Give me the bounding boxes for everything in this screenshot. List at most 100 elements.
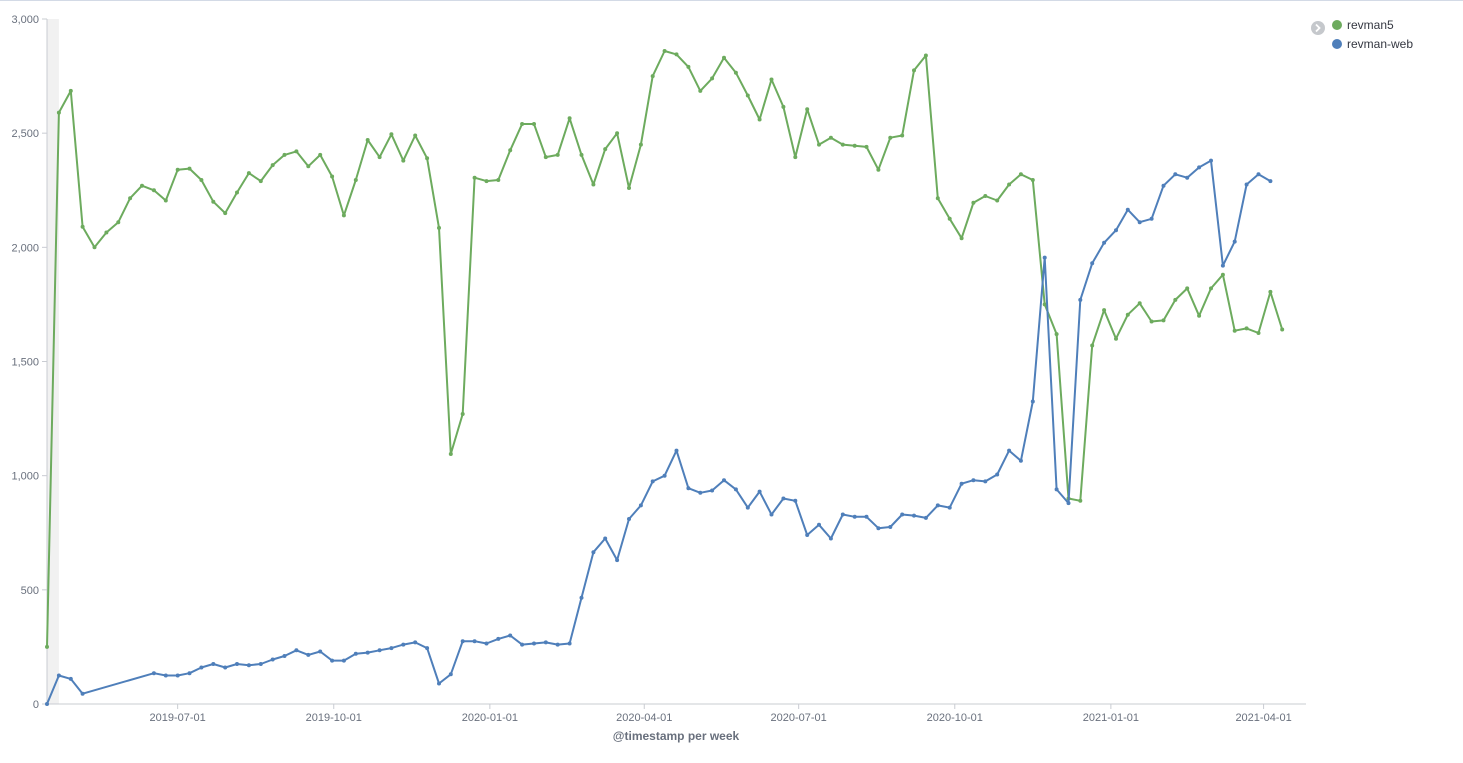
data-point[interactable] — [56, 673, 61, 678]
data-point[interactable] — [1125, 312, 1130, 317]
legend-item-revman5[interactable]: revman5 — [1332, 18, 1394, 32]
data-point[interactable] — [1090, 261, 1095, 266]
data-point[interactable] — [579, 595, 584, 600]
data-point[interactable] — [543, 155, 548, 160]
data-point[interactable] — [1280, 327, 1285, 332]
data-point[interactable] — [757, 117, 762, 122]
data-point[interactable] — [638, 142, 643, 147]
data-point[interactable] — [1244, 326, 1249, 331]
data-point[interactable] — [104, 230, 109, 235]
data-point[interactable] — [1173, 297, 1178, 302]
data-point[interactable] — [437, 681, 441, 686]
data-point[interactable] — [959, 481, 964, 486]
data-point[interactable] — [912, 513, 916, 518]
data-point[interactable] — [401, 642, 406, 647]
legend-toggle-button[interactable] — [1311, 21, 1325, 35]
data-point[interactable] — [294, 648, 299, 653]
data-point[interactable] — [199, 178, 204, 182]
data-point[interactable] — [80, 224, 85, 229]
data-point[interactable] — [389, 646, 394, 651]
data-point[interactable] — [567, 116, 572, 121]
data-point[interactable] — [377, 648, 382, 653]
data-point[interactable] — [698, 88, 703, 93]
data-point[interactable] — [1256, 331, 1261, 335]
data-point[interactable] — [294, 149, 299, 154]
data-point[interactable] — [472, 639, 477, 644]
data-point[interactable] — [615, 558, 620, 563]
data-point[interactable] — [900, 512, 905, 517]
data-point[interactable] — [448, 672, 453, 677]
data-point[interactable] — [353, 178, 358, 182]
data-point[interactable] — [852, 514, 857, 519]
data-point[interactable] — [258, 179, 263, 184]
data-point[interactable] — [876, 167, 881, 172]
data-point[interactable] — [888, 135, 893, 140]
data-point[interactable] — [1078, 498, 1083, 503]
data-point[interactable] — [1042, 302, 1047, 307]
data-point[interactable] — [1232, 328, 1237, 333]
data-point[interactable] — [282, 654, 287, 658]
data-point[interactable] — [460, 639, 465, 644]
data-point[interactable] — [1114, 228, 1118, 233]
data-point[interactable] — [365, 650, 370, 655]
data-point[interactable] — [365, 138, 370, 142]
data-point[interactable] — [662, 473, 667, 478]
data-point[interactable] — [733, 487, 738, 492]
data-point[interactable] — [460, 412, 465, 416]
data-point[interactable] — [270, 657, 275, 662]
data-point[interactable] — [1030, 399, 1035, 404]
data-point[interactable] — [627, 517, 631, 521]
data-point[interactable] — [555, 152, 560, 157]
data-point[interactable] — [793, 155, 798, 160]
data-point[interactable] — [45, 702, 49, 706]
data-point[interactable] — [1268, 179, 1273, 184]
data-point[interactable] — [686, 64, 691, 69]
data-point[interactable] — [508, 633, 513, 638]
data-point[interactable] — [318, 152, 323, 157]
data-point[interactable] — [1161, 183, 1166, 188]
data-point[interactable] — [211, 199, 216, 204]
data-point[interactable] — [828, 135, 833, 140]
data-point[interactable] — [686, 486, 691, 491]
data-point[interactable] — [472, 175, 477, 180]
data-point[interactable] — [496, 178, 501, 182]
data-point[interactable] — [401, 158, 406, 163]
data-point[interactable] — [353, 651, 358, 656]
data-point[interactable] — [175, 673, 180, 678]
data-point[interactable] — [840, 512, 845, 517]
data-point[interactable] — [983, 194, 988, 198]
data-point[interactable] — [828, 536, 833, 541]
data-point[interactable] — [817, 142, 821, 147]
data-point[interactable] — [1114, 336, 1118, 341]
data-point[interactable] — [68, 88, 73, 93]
data-point[interactable] — [389, 132, 394, 137]
data-point[interactable] — [971, 478, 976, 483]
data-point[interactable] — [1244, 182, 1249, 187]
data-point[interactable] — [983, 479, 988, 484]
data-point[interactable] — [757, 489, 762, 494]
data-point[interactable] — [235, 662, 239, 666]
data-point[interactable] — [1220, 263, 1225, 268]
data-point[interactable] — [306, 164, 311, 169]
data-point[interactable] — [1232, 239, 1237, 244]
data-point[interactable] — [1125, 207, 1130, 212]
data-point[interactable] — [1137, 220, 1142, 225]
data-point[interactable] — [959, 236, 964, 241]
data-point[interactable] — [1066, 501, 1071, 506]
data-point[interactable] — [840, 142, 845, 147]
data-point[interactable] — [864, 514, 869, 519]
data-point[interactable] — [733, 70, 738, 75]
data-point[interactable] — [235, 190, 239, 195]
data-point[interactable] — [876, 526, 881, 531]
data-point[interactable] — [1197, 313, 1202, 318]
data-point[interactable] — [437, 225, 441, 230]
data-point[interactable] — [1102, 240, 1107, 245]
data-point[interactable] — [246, 663, 251, 668]
legend-item-revman-web[interactable]: revman-web — [1332, 37, 1413, 51]
data-point[interactable] — [163, 198, 168, 203]
data-point[interactable] — [187, 671, 192, 676]
data-point[interactable] — [1007, 448, 1012, 453]
data-point[interactable] — [223, 211, 228, 216]
data-point[interactable] — [341, 213, 346, 218]
data-point[interactable] — [579, 152, 584, 157]
